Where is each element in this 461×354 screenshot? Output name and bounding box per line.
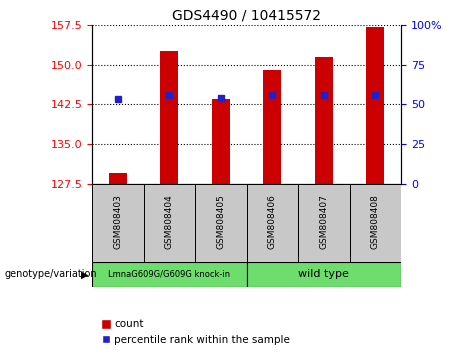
Bar bbox=[109, 173, 127, 184]
Bar bbox=[263, 70, 281, 184]
Bar bbox=[298, 184, 349, 262]
Bar bbox=[144, 184, 195, 262]
Text: LmnaG609G/G609G knock-in: LmnaG609G/G609G knock-in bbox=[108, 270, 230, 279]
Text: wild type: wild type bbox=[298, 269, 349, 279]
Text: ▶: ▶ bbox=[81, 269, 88, 279]
Bar bbox=[92, 262, 247, 287]
Text: GSM808406: GSM808406 bbox=[268, 194, 277, 249]
Bar bbox=[247, 262, 401, 287]
Text: GSM808408: GSM808408 bbox=[371, 194, 380, 249]
Text: genotype/variation: genotype/variation bbox=[5, 269, 97, 279]
Title: GDS4490 / 10415572: GDS4490 / 10415572 bbox=[172, 8, 321, 22]
Bar bbox=[247, 184, 298, 262]
Bar bbox=[92, 184, 144, 262]
Bar bbox=[315, 57, 333, 184]
Legend: count, percentile rank within the sample: count, percentile rank within the sample bbox=[97, 315, 294, 349]
Text: GSM808405: GSM808405 bbox=[216, 194, 225, 249]
Bar bbox=[212, 99, 230, 184]
Bar bbox=[366, 27, 384, 184]
Bar bbox=[349, 184, 401, 262]
Text: GSM808403: GSM808403 bbox=[113, 194, 123, 249]
Bar bbox=[160, 51, 178, 184]
Text: GSM808404: GSM808404 bbox=[165, 194, 174, 249]
Bar bbox=[195, 184, 247, 262]
Text: GSM808407: GSM808407 bbox=[319, 194, 328, 249]
